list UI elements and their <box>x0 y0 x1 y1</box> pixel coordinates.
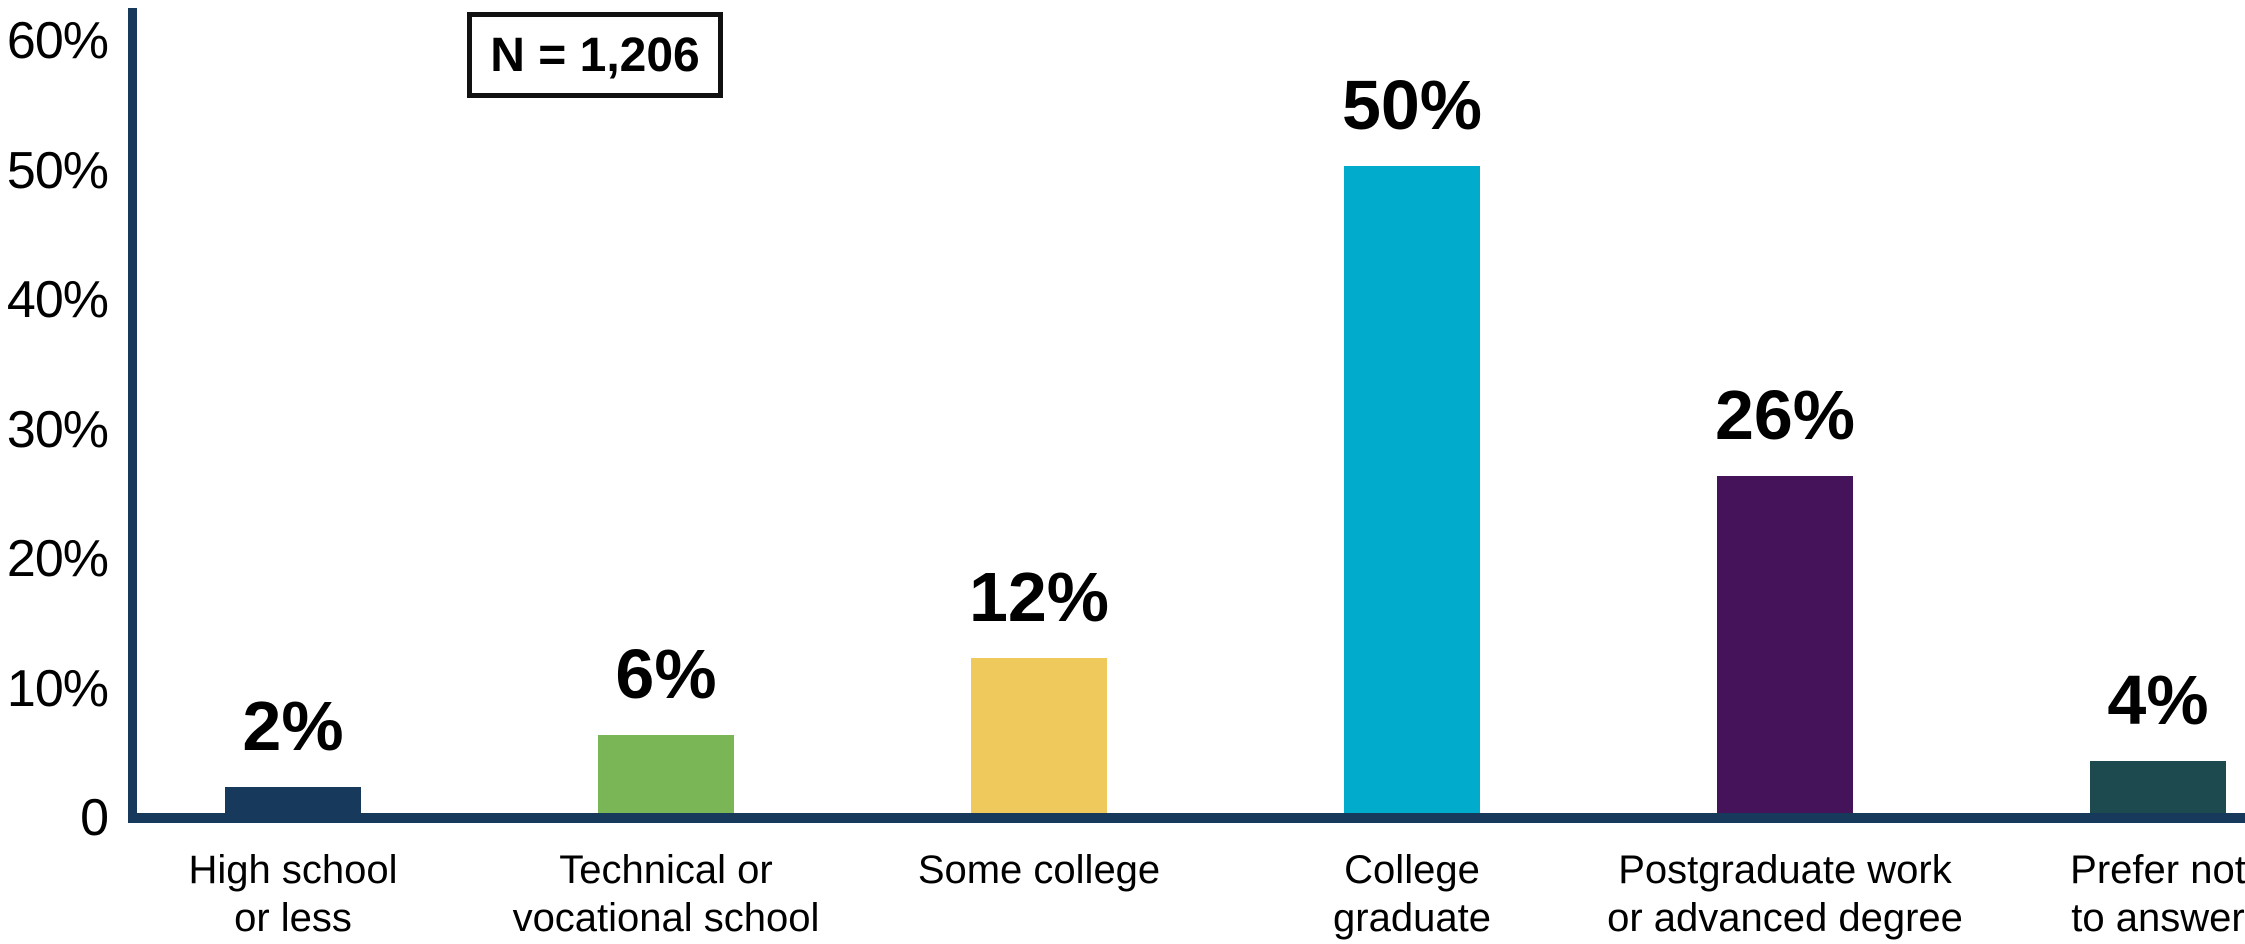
category-label-some-college: Some college <box>917 848 1161 892</box>
value-label-college-graduate: 50% <box>1341 65 1483 144</box>
y-tick-label-50: 50% <box>6 141 109 200</box>
category-label-postgraduate-work-or-advanced-degree: Postgraduate work or advanced degree <box>1607 848 1963 940</box>
y-axis-line <box>128 8 137 823</box>
sample-size-label: N = 1,206 <box>490 28 700 82</box>
bar-some-college <box>971 657 1107 813</box>
sample-size-box: N = 1,206 <box>467 12 723 98</box>
y-tick-label-0: 0 <box>80 789 109 847</box>
bar-high-school-or-less <box>225 787 361 813</box>
category-label-prefer-not-to-answer: Prefer not to answer <box>2070 848 2245 940</box>
bar-college-graduate <box>1344 165 1480 813</box>
y-tick-label-20: 20% <box>6 530 109 588</box>
value-label-some-college: 12% <box>968 557 1110 636</box>
y-tick-label-10: 10% <box>6 659 109 718</box>
bar-technical-or-vocational-school <box>598 735 734 813</box>
y-tick-label-30: 30% <box>6 400 109 459</box>
category-label-college-graduate: College graduate <box>1333 848 1491 940</box>
x-axis-line <box>128 813 2245 823</box>
y-tick-label-60: 60% <box>6 12 109 70</box>
bar-postgraduate-work-or-advanced-degree <box>1717 476 1853 813</box>
value-label-prefer-not-to-answer: 4% <box>2107 661 2209 740</box>
value-label-postgraduate-work-or-advanced-degree: 26% <box>1714 376 1856 455</box>
category-label-technical-or-vocational-school: Technical or vocational school <box>512 848 820 940</box>
y-tick-label-40: 40% <box>6 271 109 329</box>
bar-prefer-not-to-answer <box>2090 761 2226 813</box>
value-label-technical-or-vocational-school: 6% <box>615 635 717 714</box>
value-label-high-school-or-less: 2% <box>242 687 344 766</box>
category-label-high-school-or-less: High school or less <box>188 848 398 940</box>
